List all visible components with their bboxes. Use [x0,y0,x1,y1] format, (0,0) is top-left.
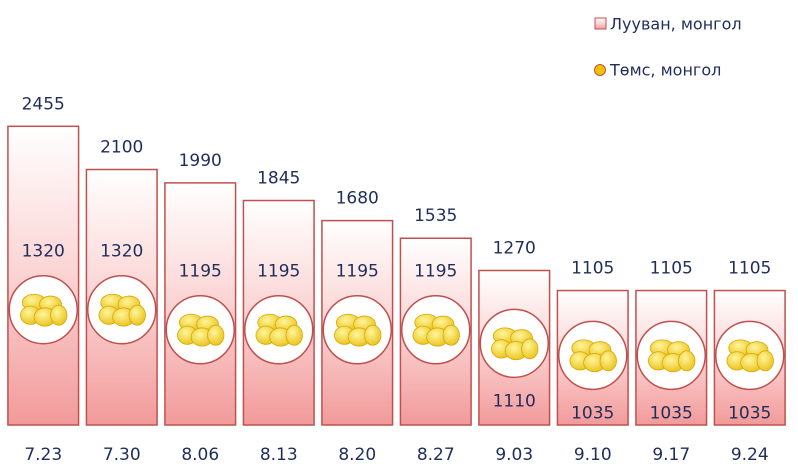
potato-slice [600,351,616,371]
x-tick-label: 9.10 [574,445,612,465]
bar-value-label: 1105 [571,259,614,279]
x-tick-label: 7.23 [24,445,62,465]
potato-slice [522,339,538,359]
potato-slice [208,325,224,345]
bar-value-label: 1105 [728,259,771,279]
potato-slice [51,305,67,325]
x-tick-label: 9.17 [652,445,690,465]
bar-value-label: 1535 [414,206,457,226]
legend-swatch [595,65,606,76]
marker-value-label: 1195 [179,262,222,282]
bar-value-label: 1845 [257,169,300,189]
potato-marker [88,276,156,344]
marker-value-label: 1320 [22,242,65,262]
bar-value-label: 1105 [650,259,693,279]
bar-value-label: 2455 [22,94,65,114]
potato-slice [679,351,695,371]
legend-swatch [595,18,606,29]
potato-marker [166,296,234,364]
marker-value-label: 1035 [728,403,771,423]
potato-slice [443,325,459,345]
potato-marker [559,321,627,389]
potato-marker [716,321,784,389]
marker-value-label: 1035 [571,403,614,423]
potato-marker [323,296,391,364]
x-tick-label: 8.27 [417,445,455,465]
potato-marker [245,296,313,364]
bar-value-label: 2100 [100,138,143,158]
marker-value-label: 1195 [257,262,300,282]
legend-label: Лууван, монгол [610,15,742,34]
x-tick-label: 9.03 [495,445,533,465]
bar-value-label: 1680 [336,189,379,209]
potato-marker [9,276,77,344]
marker-value-label: 1195 [336,262,379,282]
x-tick-label: 7.30 [103,445,141,465]
marker-value-label: 1035 [650,403,693,423]
potato-marker [402,296,470,364]
x-tick-label: 8.20 [338,445,376,465]
x-tick-label: 8.06 [181,445,219,465]
potato-slice [365,325,381,345]
potato-marker [480,309,548,377]
x-tick-label: 9.24 [731,445,769,465]
marker-value-label: 1195 [414,262,457,282]
potato-marker [637,321,705,389]
legend: Лууван, монгол Төмс, монгол [595,15,742,80]
potato-slice [286,325,302,345]
bar-value-label: 1990 [179,151,222,171]
x-tick-label: 8.13 [260,445,298,465]
legend-label: Төмс, монгол [609,61,721,80]
marker-value-label: 1110 [493,391,536,411]
marker-value-label: 1320 [100,242,143,262]
potato-slice [757,351,773,371]
bar-value-label: 1270 [493,238,536,258]
chart: Лууван, монгол Төмс, монгол 7.23 2455 7.30 2… [0,0,798,468]
potato-slice [129,305,145,325]
